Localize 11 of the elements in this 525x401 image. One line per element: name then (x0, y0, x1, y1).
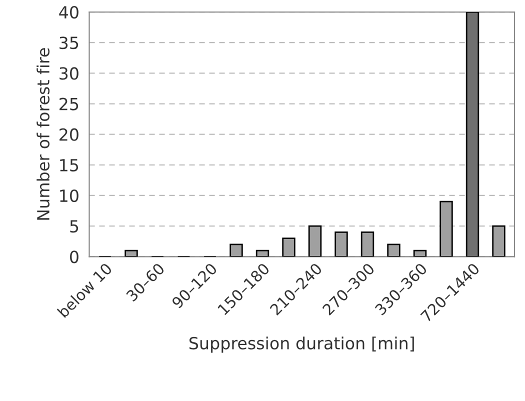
y-axis-title: Number of forest fire (36, 48, 50, 220)
y-tick-label: 30 (60, 67, 78, 80)
y-tick-label: 25 (60, 98, 78, 110)
y-tick-label: 5 (70, 220, 78, 233)
y-tick-label: 0 (70, 250, 78, 264)
y-tick-label: 20 (60, 128, 78, 141)
y-tick-label: 40 (59, 6, 78, 19)
y-tick-label: 15 (60, 159, 78, 172)
x-axis-title: Suppression duration [min] (190, 336, 414, 353)
y-tick-label: 10 (60, 189, 78, 202)
y-tick-label: 35 (60, 36, 78, 50)
